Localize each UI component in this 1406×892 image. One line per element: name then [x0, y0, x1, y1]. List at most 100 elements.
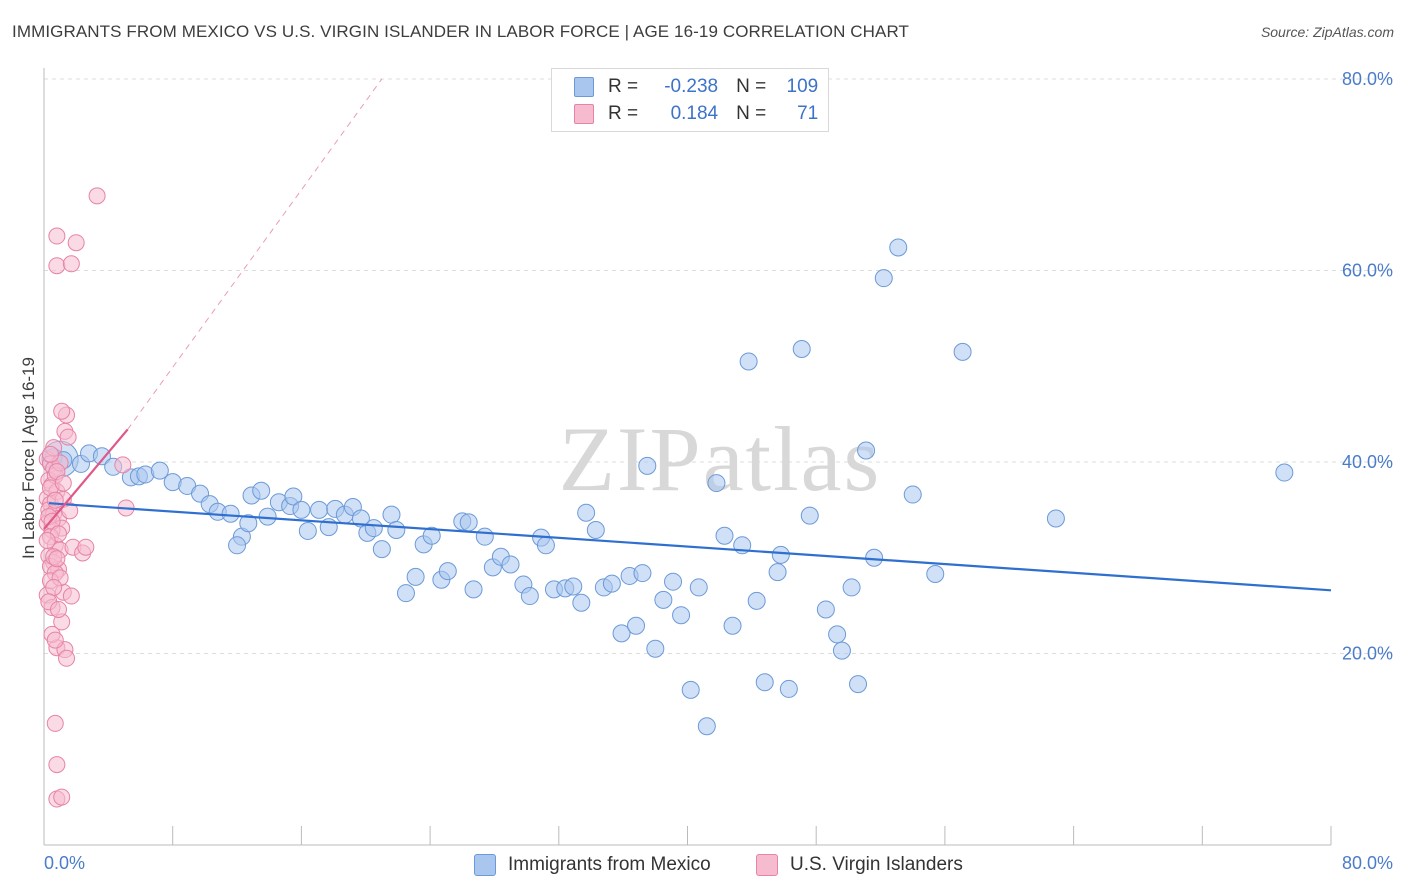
data-point-mexico: [689, 578, 708, 597]
data-point-mexico: [422, 526, 441, 545]
data-point-mexico: [239, 514, 258, 533]
y-tick-label: 20.0%: [1342, 644, 1393, 664]
data-point-mexico: [92, 447, 111, 466]
data-point-mexico: [627, 616, 646, 635]
data-point-mexico: [298, 521, 317, 540]
trend-line-mexico: [48, 502, 1332, 592]
bottom-legend-label-mexico: Immigrants from Mexico: [508, 854, 711, 875]
y-tick-label: 40.0%: [1342, 452, 1393, 472]
data-point-mexico: [284, 487, 303, 506]
data-point-virgin-islanders: [54, 474, 72, 492]
data-point-mexico: [501, 555, 520, 574]
trend-line-virgin-islanders: [43, 428, 129, 530]
data-point-virgin-islanders: [62, 587, 80, 605]
data-point-mexico: [792, 340, 811, 359]
data-point-mexico: [926, 565, 945, 584]
data-point-mexico: [150, 461, 169, 480]
data-point-mexico: [768, 563, 787, 582]
data-point-virgin-islanders: [46, 631, 64, 649]
data-point-mexico: [228, 536, 247, 555]
legend-n-label: N =: [736, 103, 767, 124]
data-point-mexico: [874, 269, 893, 288]
data-point-virgin-islanders: [58, 649, 76, 667]
data-point-mexico: [633, 564, 652, 583]
data-point-mexico: [739, 352, 758, 371]
data-point-mexico: [438, 562, 457, 581]
x-tick-label: 80.0%: [1342, 853, 1393, 873]
data-point-mexico: [828, 625, 847, 644]
y-axis-label: In Labor Force | Age 16-19: [19, 357, 38, 559]
tick-labels: 20.0% 40.0% 60.0% 80.0% 0.0% 80.0%: [44, 69, 1393, 873]
data-point-mexico: [889, 238, 908, 257]
legend-r-value-mexico: -0.238: [664, 76, 719, 97]
legend-row-mexico: R = -0.238 N = 109: [552, 74, 818, 100]
data-point-mexico: [816, 600, 835, 619]
chart-title: IMMIGRANTS FROM MEXICO VS U.S. VIRGIN IS…: [12, 22, 910, 41]
data-point-virgin-islanders: [53, 788, 71, 806]
data-point-mexico: [586, 520, 605, 539]
legend-n-value-virgin-islanders: 71: [797, 103, 819, 124]
data-point-virgin-islanders: [77, 538, 95, 556]
data-point-mexico: [536, 536, 555, 555]
data-point-mexico: [387, 520, 406, 539]
legend-n-label: N =: [736, 76, 767, 97]
data-point-virgin-islanders: [46, 491, 64, 509]
data-point-virgin-islanders: [49, 600, 67, 618]
data-point-mexico: [520, 587, 539, 606]
trend-line-virgin-islanders-extension: [127, 78, 383, 430]
series-virgin-islanders-points: [38, 187, 135, 808]
data-point-virgin-islanders: [46, 714, 64, 732]
data-point-virgin-islanders: [62, 255, 80, 273]
data-point-mexico: [638, 456, 657, 475]
x-tick-label: 0.0%: [44, 853, 85, 873]
data-point-virgin-islanders: [48, 227, 66, 245]
data-point-mexico: [755, 673, 774, 692]
legend-r-label: R =: [608, 103, 639, 124]
legend-swatch-virgin-islanders: [574, 104, 594, 124]
data-point-mexico: [842, 578, 861, 597]
data-point-mexico: [396, 584, 415, 603]
data-point-virgin-islanders: [45, 578, 63, 596]
data-point-mexico: [723, 616, 742, 635]
y-tick-label: 60.0%: [1342, 261, 1393, 281]
data-point-mexico: [707, 474, 726, 493]
chart-source: Source: ZipAtlas.com: [1260, 24, 1394, 40]
data-point-mexico: [602, 574, 621, 593]
grid-lines: [44, 78, 1393, 654]
data-point-mexico: [903, 485, 922, 504]
data-point-mexico: [681, 680, 700, 699]
data-point-virgin-islanders: [59, 428, 77, 446]
data-point-mexico: [364, 519, 383, 538]
data-point-mexico: [572, 593, 591, 612]
data-point-virgin-islanders: [114, 456, 132, 474]
data-point-virgin-islanders: [38, 532, 56, 550]
data-point-mexico: [664, 572, 683, 591]
data-point-mexico: [646, 639, 665, 658]
data-point-mexico: [464, 580, 483, 599]
trend-lines: [43, 78, 1332, 592]
data-point-mexico: [779, 679, 798, 698]
data-point-mexico: [849, 675, 868, 694]
data-point-mexico: [1046, 509, 1065, 528]
data-point-mexico: [1275, 463, 1294, 482]
data-point-mexico: [252, 481, 271, 500]
legend-swatch-mexico: [574, 77, 594, 97]
data-point-virgin-islanders: [61, 502, 79, 520]
legend-n-value-mexico: 109: [786, 76, 819, 97]
data-point-mexico: [292, 500, 311, 519]
data-point-mexico: [577, 503, 596, 522]
data-point-mexico: [382, 505, 401, 524]
y-tick-label: 80.0%: [1342, 69, 1393, 89]
bottom-legend-virgin-islanders: U.S. Virgin Islanders: [756, 852, 963, 878]
data-point-mexico: [672, 606, 691, 625]
data-point-virgin-islanders: [48, 550, 66, 568]
bottom-legend-label-virgin-islanders: U.S. Virgin Islanders: [790, 854, 963, 875]
data-point-mexico: [857, 441, 876, 460]
data-point-mexico: [697, 717, 716, 736]
data-point-mexico: [771, 545, 790, 564]
data-point-mexico: [372, 540, 391, 559]
legend-row-virgin-islanders: R = 0.184 N = 71: [552, 101, 818, 127]
data-point-mexico: [612, 624, 631, 643]
data-point-mexico: [310, 500, 329, 519]
